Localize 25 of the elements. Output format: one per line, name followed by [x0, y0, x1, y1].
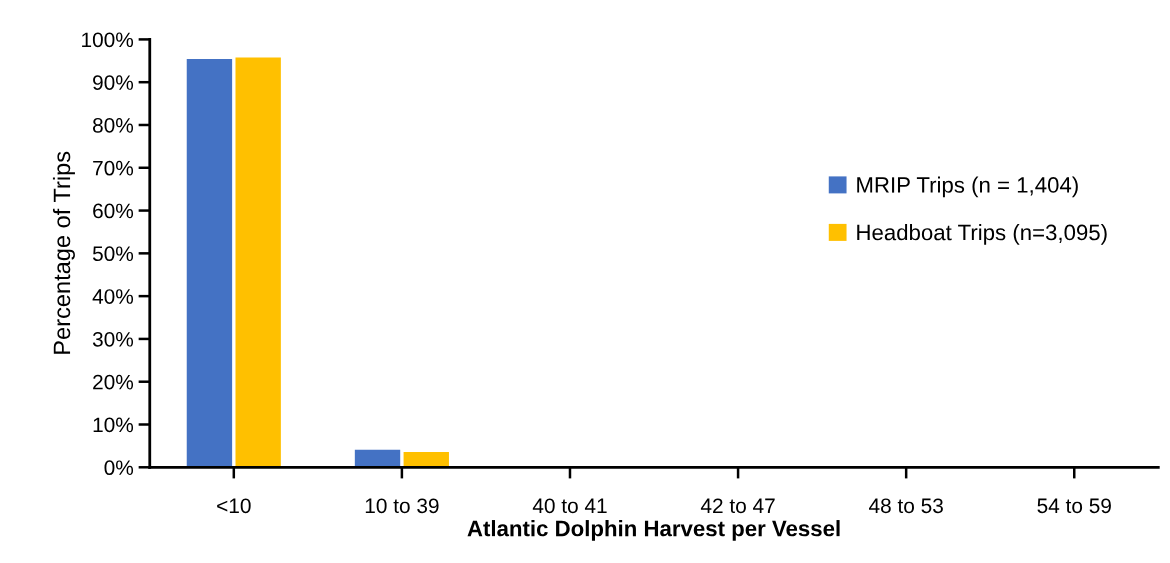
- bar: [186, 59, 233, 468]
- y-tick-label: 100%: [82, 32, 134, 48]
- y-tick-label: 0%: [104, 460, 134, 476]
- legend-label: Headboat Trips (n=3,095): [857, 224, 1107, 245]
- y-tick-label: 40%: [92, 289, 134, 304]
- y-tick-label: 30%: [92, 331, 134, 347]
- bar: [403, 451, 449, 468]
- x-axis-title: Atlantic Dolphin Harvest per Vessel: [467, 520, 840, 541]
- bar: [235, 57, 281, 468]
- y-tick-label: 20%: [93, 374, 134, 390]
- legend-label: MRIP Trips (n = 1,404): [857, 176, 1078, 198]
- x-tick-label: 48 to 53: [869, 498, 943, 514]
- x-tick-label: <10: [217, 498, 251, 514]
- y-tick-label: 70%: [93, 160, 134, 176]
- x-tick-label: 10 to 39: [365, 498, 439, 514]
- y-tick-label: 60%: [93, 203, 134, 219]
- x-tick-label: 42 to 47: [700, 498, 775, 514]
- y-tick-label: 50%: [92, 246, 134, 262]
- x-tick-label: 54 to 59: [1037, 498, 1111, 514]
- bar: [354, 449, 401, 468]
- y-tick-label: 90%: [93, 75, 134, 90]
- y-axis-title: Percentage of Trips: [52, 151, 75, 354]
- y-tick-label: 10%: [93, 417, 134, 433]
- x-tick-label: 40 to 41: [532, 498, 607, 514]
- y-tick-label: 80%: [93, 117, 134, 133]
